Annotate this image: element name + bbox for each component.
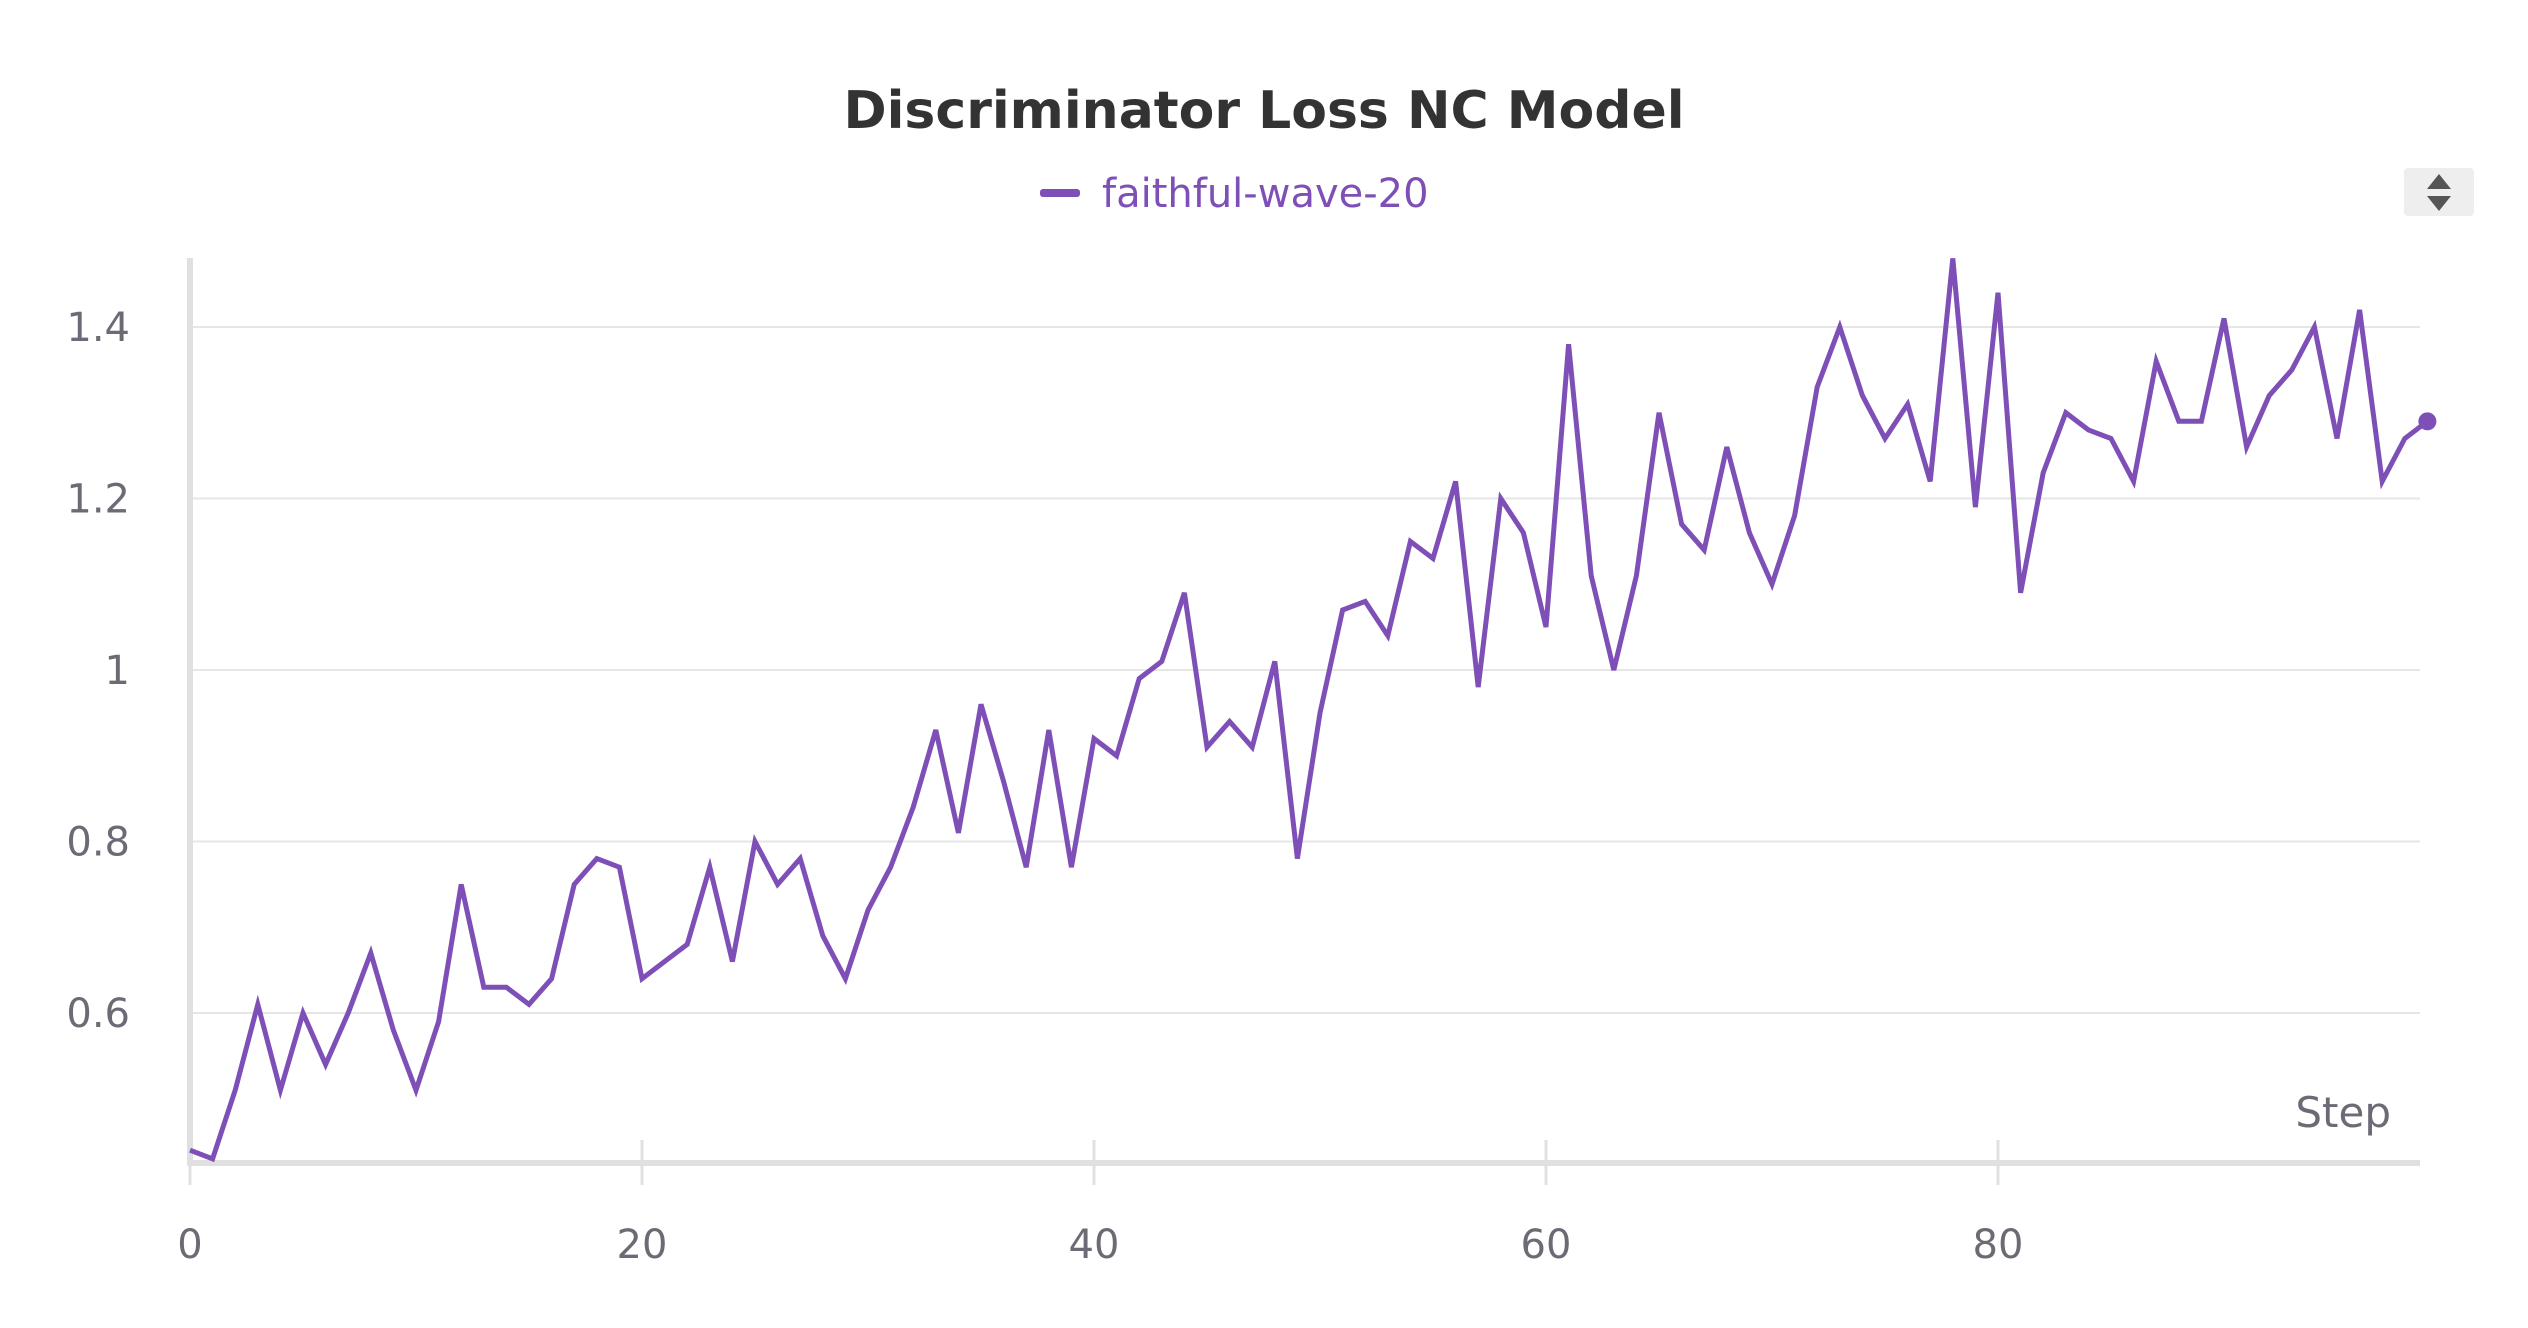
- axes: [187, 258, 2420, 1185]
- x-tick-label: 0: [177, 1222, 202, 1268]
- y-tick-label: 1.4: [66, 305, 130, 351]
- scroll-control-background[interactable]: [2404, 168, 2474, 216]
- chart-title: Discriminator Loss NC Model: [843, 81, 1684, 141]
- down-arrow-icon[interactable]: [2427, 196, 2451, 211]
- scroll-control[interactable]: [2404, 168, 2474, 216]
- legend[interactable]: faithful-wave-20: [1040, 171, 1429, 217]
- series-line-faithful-wave-20: [189, 258, 2429, 1163]
- y-tick-label: 0.8: [66, 820, 130, 866]
- x-tick-label: 20: [617, 1222, 668, 1268]
- up-arrow-icon[interactable]: [2427, 174, 2451, 189]
- legend-label: faithful-wave-20: [1102, 171, 1429, 217]
- legend-swatch: [1040, 189, 1080, 197]
- x-tick-label: 60: [1521, 1222, 1572, 1268]
- y-tick-label: 0.6: [66, 991, 130, 1037]
- x-axis-title: Step: [2295, 1088, 2391, 1137]
- x-tick-label: 80: [1973, 1222, 2024, 1268]
- x-tick-label: 40: [1069, 1222, 1120, 1268]
- y-tick-label: 1: [105, 648, 130, 694]
- series-layer: [189, 258, 2437, 1163]
- tick-labels: 0.6 0.8 1 1.2 1.4 0 20 40 60 80: [66, 305, 2023, 1268]
- last-point-marker: [2418, 412, 2437, 431]
- y-tick-label: 1.2: [66, 477, 130, 523]
- grid-lines: [190, 326, 2420, 1014]
